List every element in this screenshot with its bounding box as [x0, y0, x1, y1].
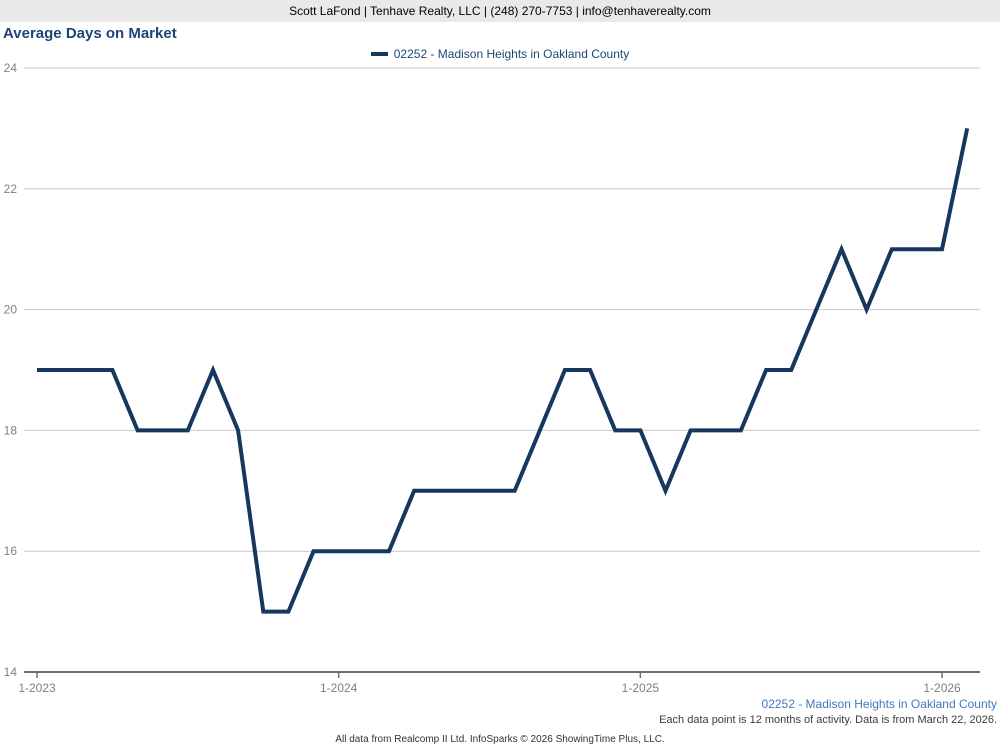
x-tick-label: 1-2024	[320, 681, 358, 695]
legend-label: 02252 - Madison Heights in Oakland Count…	[393, 47, 630, 61]
y-tick-label: 18	[4, 423, 18, 437]
contact-header: Scott LaFond | Tenhave Realty, LLC | (24…	[0, 0, 1000, 22]
page-title: Average Days on Market	[3, 25, 177, 42]
source-footer: All data from Realcomp II Ltd. InfoSpark…	[335, 734, 665, 745]
y-tick-label: 24	[4, 61, 18, 75]
series-footnote: 02252 - Madison Heights in Oakland Count…	[761, 697, 997, 711]
y-tick-label: 14	[4, 665, 18, 679]
x-tick-label: 1-2026	[923, 681, 961, 695]
series-line	[37, 127, 970, 614]
chart-legend: 02252 - Madison Heights in Oakland Count…	[0, 47, 1000, 61]
contact-info: Scott LaFond | Tenhave Realty, LLC | (24…	[289, 4, 711, 18]
y-tick-label: 16	[4, 544, 18, 558]
x-tick-label: 1-2025	[622, 681, 660, 695]
y-tick-label: 20	[4, 303, 18, 317]
legend-line-swatch	[370, 52, 388, 56]
y-tick-label: 22	[4, 182, 18, 196]
data-note: Each data point is 12 months of activity…	[659, 714, 997, 726]
x-tick-label: 1-2023	[18, 681, 56, 695]
